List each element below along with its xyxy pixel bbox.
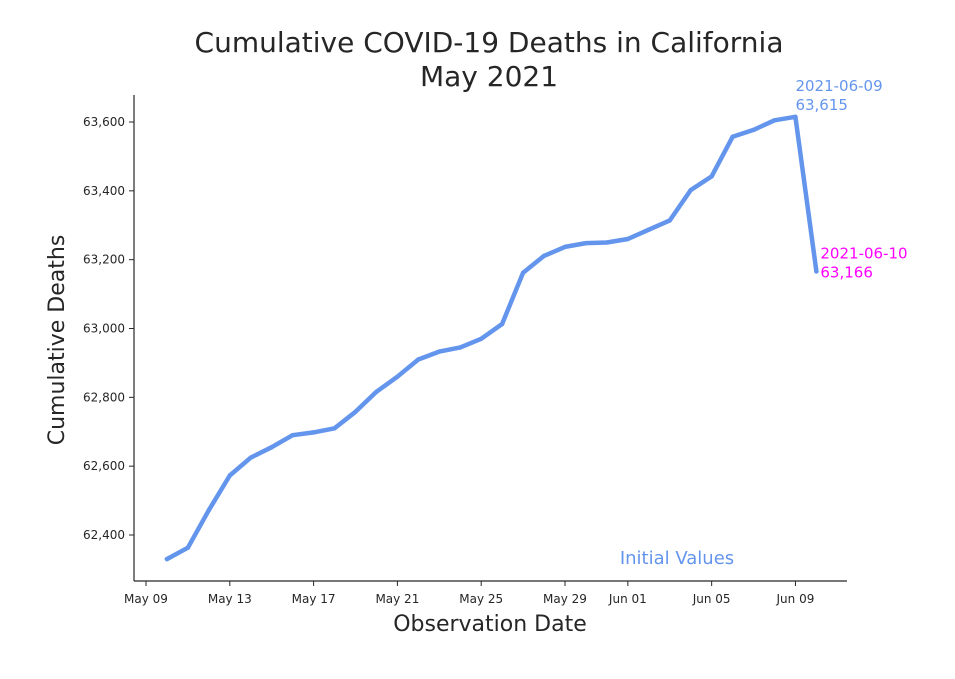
data-point — [395, 374, 400, 379]
data-point — [374, 389, 379, 395]
x-tick-label: Jun 01 — [608, 592, 647, 606]
annotation-date: 2021-06-10 — [820, 244, 907, 262]
data-point — [793, 114, 798, 120]
data-point — [772, 118, 777, 123]
data-point — [185, 545, 191, 550]
annotation-date: 2021-06-09 — [795, 77, 882, 95]
data-point — [269, 445, 274, 450]
data-point — [164, 556, 170, 562]
data-point — [814, 269, 819, 274]
x-axis-label: Observation Date — [393, 612, 587, 637]
x-tick-label: May 21 — [375, 592, 419, 606]
data-point — [541, 253, 547, 259]
data-point — [625, 236, 631, 242]
data-point — [499, 321, 505, 327]
x-tick-label: Jun 05 — [692, 592, 731, 606]
y-tick-label: 63,400 — [83, 184, 125, 198]
chart-title: Cumulative COVID-19 Deaths in California — [195, 26, 784, 59]
annotation-value: 63,166 — [820, 263, 873, 281]
data-point — [248, 455, 253, 460]
y-tick-label: 62,400 — [83, 528, 125, 542]
x-tick-label: May 13 — [208, 592, 252, 606]
x-tick-label: May 17 — [292, 592, 336, 606]
series-line-initial-values — [164, 114, 819, 562]
x-tick-label: Jun 09 — [776, 592, 815, 606]
data-point — [751, 127, 756, 133]
data-point — [709, 174, 714, 179]
y-tick-label: 63,200 — [83, 253, 125, 267]
data-point — [458, 345, 463, 350]
x-tick-label: May 29 — [543, 592, 587, 606]
y-axis-label: Cumulative Deaths — [45, 235, 70, 446]
y-ticks: 62,400 62,600 62,800 63,000 63,200 63,400 63,6… — [83, 115, 134, 542]
annotation-value: 63,615 — [795, 96, 848, 114]
chart-subtitle: May 2021 — [420, 60, 558, 93]
data-point — [353, 409, 358, 414]
data-point — [332, 426, 337, 431]
y-tick-label: 63,600 — [83, 115, 125, 129]
data-points — [164, 114, 819, 562]
data-point — [667, 218, 672, 223]
y-tick-label: 63,000 — [83, 322, 125, 336]
x-tick-label: May 25 — [459, 592, 503, 606]
y-tick-label: 62,800 — [83, 390, 125, 404]
data-point — [604, 240, 610, 245]
data-point — [730, 134, 735, 139]
data-point — [479, 336, 484, 342]
data-point — [562, 244, 568, 250]
data-point — [290, 432, 295, 438]
data-point — [646, 227, 651, 232]
data-point — [583, 240, 589, 246]
data-point — [227, 473, 232, 478]
x-ticks: May 09 May 13 May 17 May 21 May 25 May 29 Jun … — [124, 581, 814, 606]
data-point — [520, 270, 526, 275]
y-tick-label: 62,600 — [83, 459, 125, 473]
axes — [133, 95, 847, 582]
data-point — [311, 430, 316, 435]
x-tick-label: May 09 — [124, 592, 168, 606]
data-point — [206, 508, 212, 513]
data-point — [437, 349, 442, 354]
legend-label: Initial Values — [620, 548, 734, 569]
data-point — [688, 187, 693, 193]
data-point — [416, 357, 421, 362]
